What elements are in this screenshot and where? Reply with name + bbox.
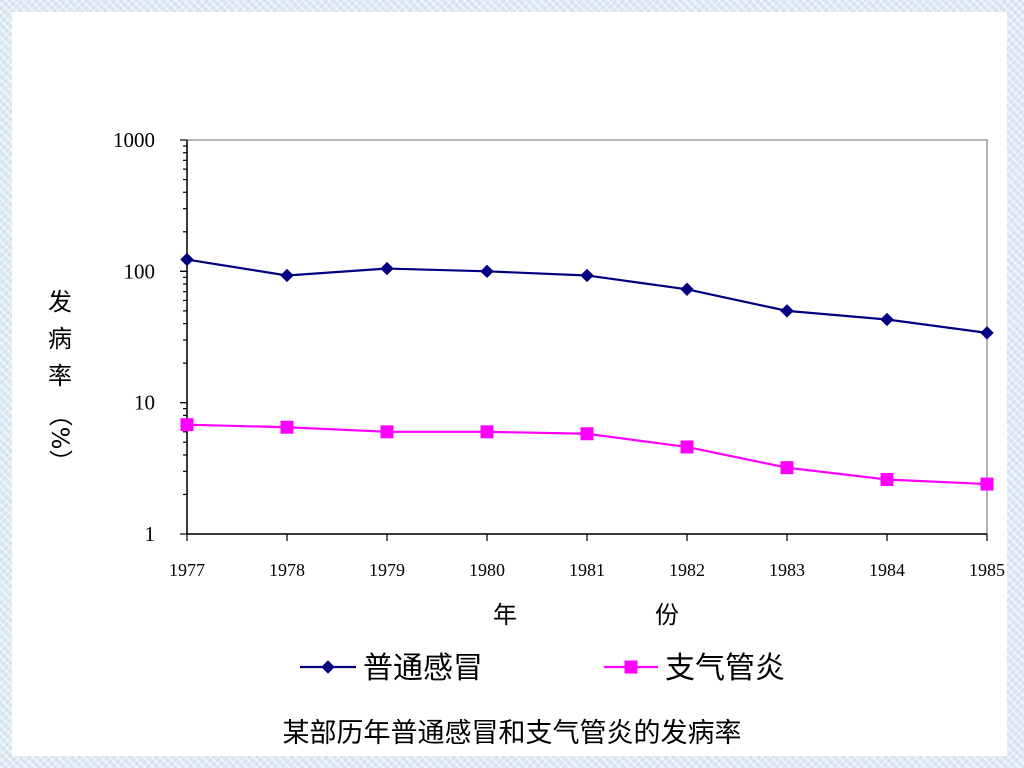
x-tick-label: 1980 bbox=[469, 560, 505, 580]
data-point-1-3 bbox=[480, 425, 494, 439]
y-tick-label: 1000 bbox=[113, 128, 155, 152]
legend-label-0: 普通感冒 bbox=[363, 651, 483, 686]
legend-label-1: 支气管炎 bbox=[665, 651, 785, 686]
x-tick-label: 1983 bbox=[769, 560, 805, 580]
x-tick-label: 1981 bbox=[569, 560, 605, 580]
data-point-1-1 bbox=[280, 420, 294, 434]
data-point-1-6 bbox=[780, 461, 794, 475]
data-point-0-4 bbox=[580, 268, 594, 283]
x-tick-label: 1985 bbox=[969, 560, 1005, 580]
chart-caption: 某部历年普通感冒和支气管炎的发病率 bbox=[282, 718, 742, 749]
x-axis-label-part: 份 bbox=[655, 601, 679, 629]
data-point-1-2 bbox=[380, 425, 394, 439]
y-tick-label: 100 bbox=[124, 259, 156, 283]
data-point-legend-0 bbox=[321, 660, 335, 674]
data-point-1-7 bbox=[880, 473, 894, 487]
x-tick-label: 1977 bbox=[169, 560, 205, 580]
y-tick-label: 10 bbox=[134, 391, 155, 415]
data-point-legend-1 bbox=[624, 660, 638, 674]
x-axis-label-part: 年 bbox=[493, 601, 517, 629]
data-point-1-8 bbox=[980, 477, 994, 491]
x-tick-label: 1979 bbox=[369, 560, 405, 580]
data-point-0-7 bbox=[880, 312, 894, 327]
x-tick-label: 1982 bbox=[669, 560, 705, 580]
x-tick-label: 1984 bbox=[869, 560, 905, 580]
data-point-0-5 bbox=[680, 282, 694, 296]
x-tick-label: 1978 bbox=[269, 560, 305, 580]
data-point-1-4 bbox=[580, 427, 594, 441]
data-point-1-0 bbox=[180, 418, 194, 432]
plot-frame bbox=[186, 139, 988, 535]
y-axis-label-part: 病 bbox=[48, 325, 72, 353]
y-axis-label-part: 率 bbox=[48, 362, 72, 390]
y-tick-label: 1 bbox=[145, 522, 156, 546]
data-point-0-0 bbox=[180, 252, 194, 267]
y-axis-label-part: （%） bbox=[46, 403, 74, 474]
data-point-1-5 bbox=[680, 440, 694, 454]
data-point-0-3 bbox=[480, 264, 494, 279]
data-point-0-8 bbox=[980, 326, 994, 340]
data-point-0-6 bbox=[780, 304, 794, 318]
data-point-0-2 bbox=[380, 261, 394, 276]
slide bbox=[12, 12, 1007, 756]
y-axis-label-part: 发 bbox=[48, 288, 72, 316]
data-point-0-1 bbox=[280, 268, 294, 283]
